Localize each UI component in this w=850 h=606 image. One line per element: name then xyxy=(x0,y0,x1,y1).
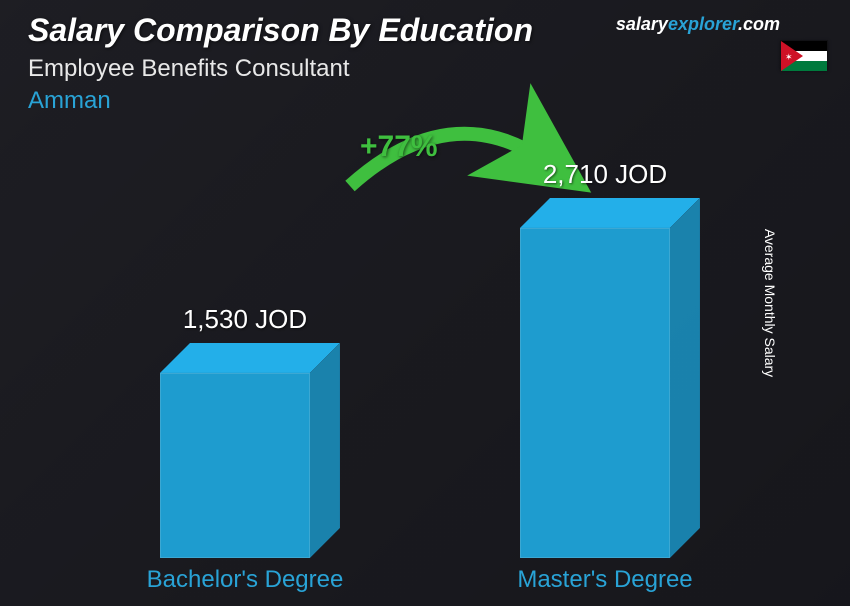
flag-star-icon: ✶ xyxy=(785,52,793,63)
value-label-0: 1,530 JOD xyxy=(135,304,355,335)
value-label-1: 2,710 JOD xyxy=(495,159,715,190)
category-label-1: Master's Degree xyxy=(475,566,735,594)
bar-side-0 xyxy=(310,343,340,558)
flag-icon: ✶ xyxy=(780,40,828,70)
brand-part1: salary xyxy=(616,14,668,34)
category-label-0: Bachelor's Degree xyxy=(115,566,375,594)
brand-logo: salaryexplorer.com xyxy=(616,14,780,35)
bar-front-0 xyxy=(160,373,310,558)
bar-front-1 xyxy=(520,228,670,558)
brand-part3: .com xyxy=(738,14,780,34)
increase-label: +77% xyxy=(360,130,438,164)
chart-area: +77% 1,530 JOD 2,710 JOD xyxy=(0,138,850,558)
brand-part2: explorer xyxy=(668,14,738,34)
bar-side-1 xyxy=(670,198,700,558)
chart-subtitle: Employee Benefits Consultant xyxy=(28,55,822,83)
